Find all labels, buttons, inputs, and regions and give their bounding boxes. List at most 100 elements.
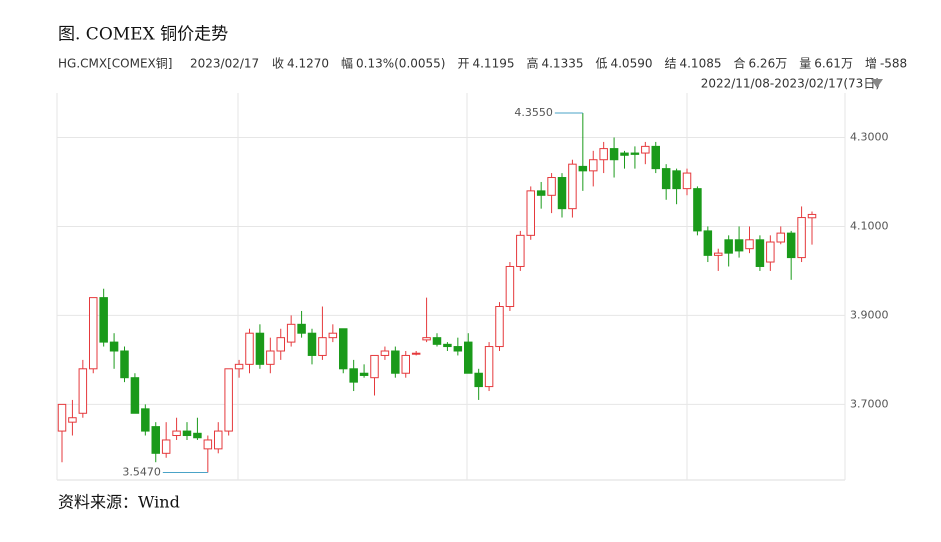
candle-body: [651, 145, 660, 170]
candle-body: [297, 323, 306, 334]
candle-body: [630, 152, 640, 155]
candle-body: [78, 368, 88, 414]
candle-body: [641, 145, 650, 154]
candle-body: [682, 172, 692, 190]
candle-body: [401, 354, 410, 374]
candle-body: [193, 432, 202, 439]
info-value: -588: [880, 57, 907, 71]
candle-body: [411, 352, 421, 355]
candle-body: [495, 306, 504, 348]
candle-body: [307, 332, 317, 356]
candle-body: [141, 408, 150, 432]
candle-body: [339, 328, 348, 370]
symbol: HG.CMX[COMEX铜]: [58, 56, 172, 71]
candle-body: [120, 350, 129, 379]
candle-body: [474, 372, 483, 388]
candle-body: [620, 152, 629, 156]
candle-body: [182, 430, 192, 437]
y-tick-label: 3.7000: [850, 397, 889, 410]
candle-body: [234, 363, 244, 370]
candle-body: [734, 239, 744, 252]
candle-body: [203, 439, 213, 450]
candle-body: [693, 188, 702, 232]
source: 资料来源：Wind: [58, 493, 180, 512]
candle-body: [318, 337, 327, 356]
candle-body: [797, 217, 806, 259]
candle-body: [370, 354, 379, 379]
candle-body: [422, 337, 431, 341]
candle-body: [724, 239, 733, 254]
candle-body: [172, 430, 181, 437]
candle-body: [484, 346, 494, 388]
info-value: 4.0590: [610, 57, 652, 71]
candle-body: [536, 190, 546, 196]
candle-body: [286, 323, 296, 343]
candle-body: [609, 148, 619, 161]
info-label: 量: [799, 57, 811, 71]
candle-body: [526, 190, 535, 236]
info-label: 开: [457, 57, 469, 71]
candle-body: [578, 165, 588, 172]
candle-body: [703, 230, 713, 256]
candle-body: [161, 439, 171, 454]
candle-body: [276, 337, 285, 352]
candle-body: [89, 297, 98, 370]
candle-body: [661, 168, 671, 190]
chart-title: 图. COMEX 铜价走势: [58, 25, 228, 45]
candle-body: [359, 372, 369, 376]
candle-body: [68, 417, 77, 423]
candle-body: [130, 377, 140, 414]
candle-body: [755, 239, 765, 267]
y-tick-label: 4.3000: [850, 130, 889, 143]
info-value: 6.61万: [814, 57, 853, 71]
candle-body: [443, 343, 452, 348]
candle-body: [672, 170, 681, 190]
candle-body: [589, 159, 598, 172]
candle-body: [714, 252, 723, 256]
info-value: 4.1195: [472, 57, 514, 71]
candle-body: [255, 332, 265, 365]
candle-body: [214, 430, 223, 450]
candle-body: [557, 177, 567, 210]
candle-body: [745, 239, 754, 250]
candle-body: [505, 265, 515, 308]
candle-body: [807, 213, 817, 219]
info-value: 6.26万: [748, 57, 787, 71]
date-range: 2022/11/08-2023/02/17(73日): [701, 77, 880, 91]
info-value: 4.1085: [679, 57, 721, 71]
info-label: 结: [664, 57, 676, 71]
candle-body: [516, 234, 525, 267]
extreme-label: 4.3550: [514, 106, 553, 119]
candle-body: [432, 337, 442, 345]
info-value: 4.1335: [541, 57, 583, 71]
candle-body: [266, 350, 275, 365]
candle-body: [224, 368, 233, 432]
candle-body: [786, 232, 796, 259]
extreme-label: 3.5470: [122, 465, 161, 478]
candle-body: [151, 426, 160, 454]
dropdown-arrow[interactable]: [871, 79, 883, 88]
candle-body: [766, 241, 775, 263]
info-label: 合: [733, 56, 745, 71]
info-label: 低: [595, 57, 607, 71]
candle-body: [245, 332, 254, 365]
candle-body: [453, 346, 463, 352]
info-value: 4.1270: [287, 57, 329, 71]
info-value: 0.13%(0.0055): [356, 57, 445, 71]
candle-body: [599, 148, 608, 161]
candle-body: [109, 341, 119, 352]
info-label: 幅: [341, 56, 353, 71]
info-label: 收: [272, 57, 284, 71]
date: 2023/02/17: [190, 57, 259, 71]
candle-body: [391, 350, 400, 374]
candle-body: [464, 341, 473, 374]
candle-body: [57, 403, 67, 432]
candle-body: [380, 350, 390, 356]
y-tick-label: 4.1000: [850, 219, 889, 232]
candle-body: [328, 332, 338, 339]
candle-body: [776, 232, 785, 243]
candle-body: [99, 297, 108, 343]
candle-body: [349, 368, 358, 383]
